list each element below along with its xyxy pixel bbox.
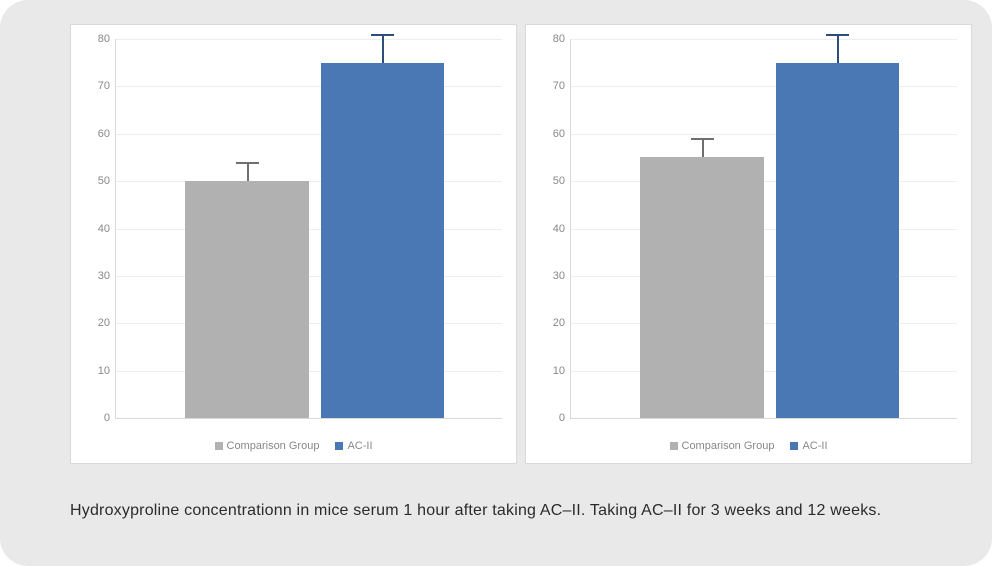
- legend-label: Comparison Group: [682, 440, 775, 452]
- y-tick-label: 30: [80, 270, 110, 282]
- gridline: [571, 323, 957, 324]
- y-tick-label: 60: [535, 128, 565, 140]
- y-tick-label: 10: [535, 365, 565, 377]
- error-bar: [702, 138, 704, 157]
- gridline: [116, 323, 502, 324]
- y-tick-label: 60: [80, 128, 110, 140]
- gridline: [116, 371, 502, 372]
- y-tick-label: 40: [80, 223, 110, 235]
- y-tick-label: 20: [535, 317, 565, 329]
- figure-card: Hydroxyproline Concentration(μm/ml) 0102…: [0, 0, 992, 566]
- error-cap: [691, 138, 714, 140]
- legend-swatch: [670, 442, 678, 450]
- chart-right: 01020304050607080 Comparison GroupAC-II: [525, 24, 972, 464]
- legend-swatch: [790, 442, 798, 450]
- y-tick-label: 0: [535, 412, 565, 424]
- gridline: [116, 39, 502, 40]
- legend-item: AC-II: [790, 440, 827, 452]
- gridline: [116, 276, 502, 277]
- figure-caption: Hydroxyproline concentrationn in mice se…: [70, 502, 881, 520]
- error-cap: [371, 34, 394, 36]
- bar: [185, 181, 309, 418]
- error-cap: [826, 34, 849, 36]
- chart-left: 01020304050607080 Comparison GroupAC-II: [70, 24, 517, 464]
- y-tick-label: 50: [80, 175, 110, 187]
- gridline: [571, 39, 957, 40]
- y-tick-label: 80: [80, 33, 110, 45]
- error-cap: [236, 162, 259, 164]
- legend-item: Comparison Group: [670, 440, 775, 452]
- gridline: [571, 134, 957, 135]
- legend-label: AC-II: [802, 440, 827, 452]
- error-bar: [837, 34, 839, 62]
- charts-row: 01020304050607080 Comparison GroupAC-II …: [70, 24, 972, 464]
- y-tick-label: 70: [535, 80, 565, 92]
- legend-right: Comparison Group AC-II: [526, 440, 971, 453]
- legend-swatch: [335, 442, 343, 450]
- y-tick-label: 0: [80, 412, 110, 424]
- bar: [776, 63, 900, 418]
- legend-swatch: [215, 442, 223, 450]
- bar: [640, 157, 764, 418]
- gridline: [571, 371, 957, 372]
- y-tick-label: 70: [80, 80, 110, 92]
- plot-area-right: 01020304050607080: [570, 39, 957, 419]
- gridline: [571, 86, 957, 87]
- legend-item: AC-II: [335, 440, 372, 452]
- legend-item: Comparison Group: [215, 440, 320, 452]
- legend-left: Comparison Group AC-II: [71, 440, 516, 453]
- gridline: [116, 134, 502, 135]
- y-tick-label: 50: [535, 175, 565, 187]
- error-bar: [382, 34, 384, 62]
- gridline: [116, 181, 502, 182]
- legend-label: AC-II: [347, 440, 372, 452]
- y-tick-label: 20: [80, 317, 110, 329]
- bar: [321, 63, 445, 418]
- error-bar: [247, 162, 249, 181]
- y-tick-label: 30: [535, 270, 565, 282]
- legend-label: Comparison Group: [227, 440, 320, 452]
- y-tick-label: 80: [535, 33, 565, 45]
- gridline: [571, 276, 957, 277]
- gridline: [571, 181, 957, 182]
- gridline: [571, 229, 957, 230]
- plot-area-left: 01020304050607080: [115, 39, 502, 419]
- gridline: [116, 86, 502, 87]
- y-tick-label: 40: [535, 223, 565, 235]
- gridline: [116, 229, 502, 230]
- y-tick-label: 10: [80, 365, 110, 377]
